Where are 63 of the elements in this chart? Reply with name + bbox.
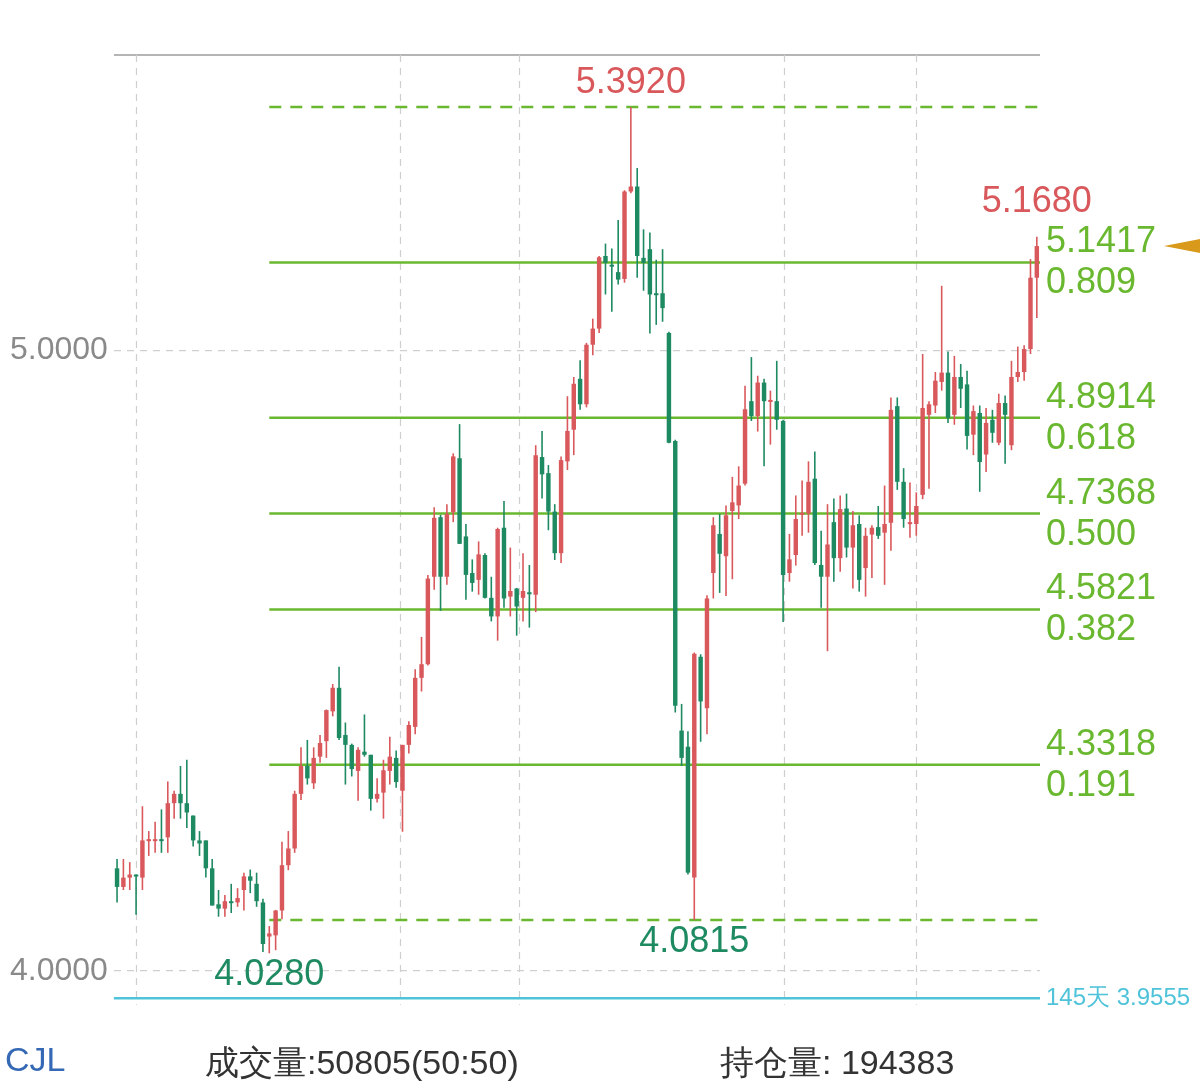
annotation: 4.0280 xyxy=(214,952,325,994)
candlestick xyxy=(818,530,824,609)
candlestick xyxy=(520,552,526,623)
candlestick xyxy=(222,894,228,918)
candlestick xyxy=(114,858,120,904)
ref-line-label: 4.5821 0.382 xyxy=(1046,566,1157,649)
candlestick xyxy=(241,871,247,912)
candlestick xyxy=(527,564,532,629)
candlestick xyxy=(419,636,424,693)
candlestick xyxy=(869,524,875,579)
candlestick xyxy=(216,889,221,918)
candlestick xyxy=(850,510,856,590)
candlestick xyxy=(235,887,240,908)
candlestick xyxy=(489,575,494,623)
candlestick xyxy=(470,558,475,593)
candlestick xyxy=(615,219,621,286)
annotation: 5.1680 xyxy=(981,179,1092,221)
candlestick xyxy=(197,830,202,857)
candlestick xyxy=(374,777,380,804)
candlestick xyxy=(1021,344,1027,382)
candlestick xyxy=(990,409,995,444)
candlestick xyxy=(248,868,253,894)
candlestick xyxy=(717,513,722,594)
candlestick xyxy=(914,491,919,537)
annotation: 5.3920 xyxy=(575,60,686,102)
candlestick xyxy=(254,871,259,908)
text: 成交量:50805(50:50) xyxy=(205,1042,519,1083)
candlestick xyxy=(514,587,519,637)
ref-line-label: 4.8914 0.618 xyxy=(1046,374,1157,457)
candlestick xyxy=(603,242,608,296)
candlestick xyxy=(768,389,773,446)
candlestick xyxy=(774,360,779,431)
candlestick xyxy=(286,830,291,871)
candlestick xyxy=(406,720,412,755)
candlestick xyxy=(159,808,164,854)
candlestick xyxy=(508,546,513,618)
candlestick xyxy=(958,363,963,409)
ref-line-label: 4.7368 0.500 xyxy=(1046,470,1157,553)
candlestick xyxy=(926,400,932,490)
text: 持仓量: 194383 xyxy=(720,1042,955,1083)
candlestick xyxy=(1015,345,1021,383)
candlestick xyxy=(362,713,367,758)
candlestick xyxy=(660,248,665,323)
candlestick xyxy=(121,858,126,891)
annotation: 4.0815 xyxy=(639,919,750,961)
candlestick xyxy=(787,533,792,583)
candlestick xyxy=(305,739,310,786)
candlestick xyxy=(876,505,881,540)
ref-line-label: 145天 3.9555 xyxy=(1046,982,1191,1010)
candlestick xyxy=(317,734,323,764)
y-tick-label: 5.0000 xyxy=(10,330,108,367)
candlestick xyxy=(971,404,976,456)
ref-line-label: 5.1417 0.809 xyxy=(1046,219,1157,302)
candlestick xyxy=(882,484,887,586)
candlestick xyxy=(641,228,646,292)
candlestick xyxy=(1002,394,1008,465)
y-tick-label: 4.0000 xyxy=(10,950,108,987)
candlestick xyxy=(381,758,386,820)
ref-line-label: 4.3318 0.191 xyxy=(1046,721,1157,804)
text: CJL xyxy=(5,1040,66,1079)
candlestick xyxy=(343,721,348,786)
candlestick xyxy=(178,765,183,820)
candlestick xyxy=(749,356,754,422)
